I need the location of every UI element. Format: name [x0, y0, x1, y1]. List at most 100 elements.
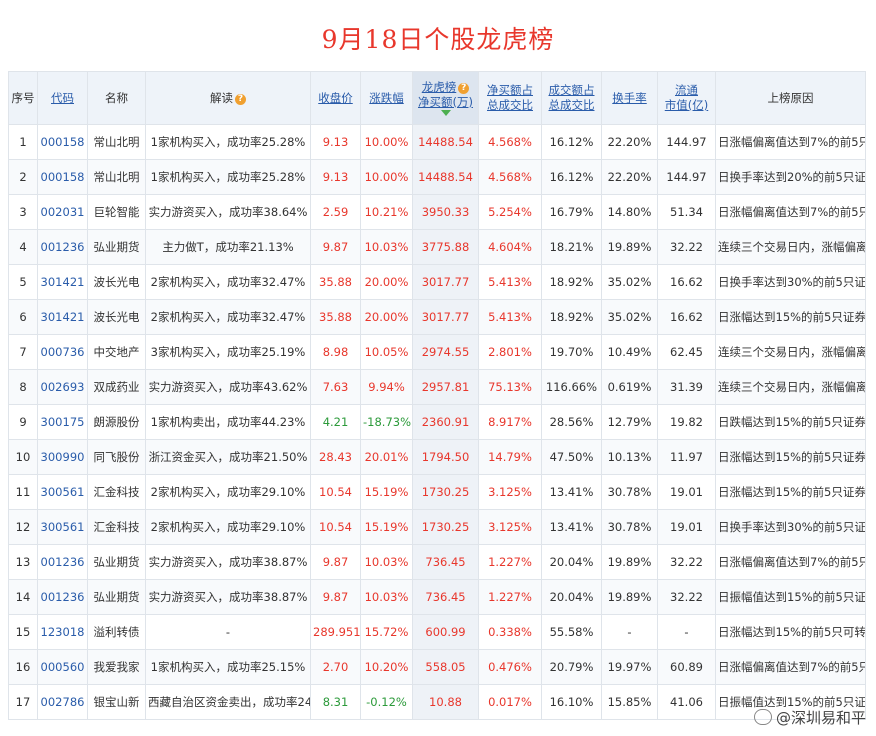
table-row[interactable]: 10 300990 同飞股份 浙江资金买入，成功率21.50% 28.43 20.01% 1… [8, 439, 866, 475]
cell-close: 4.21 [310, 404, 361, 440]
cell-turnover: 35.02% [601, 264, 658, 300]
cell-turnover: 22.20% [601, 124, 658, 160]
cell-change: 15.19% [360, 509, 413, 545]
table-row[interactable]: 15 123018 溢利转债 -289.951 15.72% 600.99 0.338% 55… [8, 614, 866, 650]
cell-close: 9.87 [310, 579, 361, 615]
cell-code[interactable]: 001236 [37, 229, 88, 265]
cell-code[interactable]: 300561 [37, 474, 88, 510]
table-row[interactable]: 8 002693 双成药业 实力游资买入，成功率43.62% 7.63 9.94% 2957… [8, 369, 866, 405]
table-row[interactable]: 16 000560 我爱我家 1家机构买入，成功率25.15% 2.70 10.20% 55… [8, 649, 866, 685]
cell-mcap: 32.22 [657, 544, 716, 580]
table-row[interactable]: 13 001236 弘业期货 实力游资买入，成功率38.87% 9.87 10.03% 73… [8, 544, 866, 580]
cell-name[interactable]: 常山北明 [87, 124, 146, 160]
table-row[interactable]: 7 000736 中交地产 3家机构买入，成功率25.19% 8.98 10.05% 297… [8, 334, 866, 370]
cell-name[interactable]: 巨轮智能 [87, 194, 146, 230]
page-title: 9月18日个股龙虎榜 [321, 25, 555, 54]
cell-code[interactable]: 001236 [37, 544, 88, 580]
header-mcap[interactable]: 流通 市值(亿) [657, 71, 716, 125]
table-row[interactable]: 6 301421 波长光电 2家机构买入，成功率32.47% 35.88 20.00% 30… [8, 299, 866, 335]
header-seq: 序号 [8, 71, 38, 125]
table-row[interactable]: 12 300561 汇金科技 2家机构买入，成功率29.10% 10.54 15.19% 1… [8, 509, 866, 545]
table-row[interactable]: 1 000158 常山北明 1家机构买入，成功率25.28% 9.13 10.00% 144… [8, 124, 866, 160]
cell-seq: 1 [8, 124, 38, 160]
cell-code[interactable]: 300990 [37, 439, 88, 475]
cell-deal-ratio: 28.56% [541, 404, 602, 440]
cell-code[interactable]: 001236 [37, 579, 88, 615]
cell-deal-ratio: 19.70% [541, 334, 602, 370]
table-row[interactable]: 9 300175 朗源股份 1家机构卖出，成功率44.23% 4.21 -18.73% 23… [8, 404, 866, 440]
cell-name[interactable]: 弘业期货 [87, 579, 146, 615]
cell-code[interactable]: 000158 [37, 159, 88, 195]
cell-name[interactable]: 双成药业 [87, 369, 146, 405]
cell-deal-ratio: 13.41% [541, 509, 602, 545]
cell-name[interactable]: 波长光电 [87, 299, 146, 335]
cell-code[interactable]: 002693 [37, 369, 88, 405]
cell-name[interactable]: 汇金科技 [87, 474, 146, 510]
cell-mcap: 62.45 [657, 334, 716, 370]
cell-seq: 17 [8, 684, 38, 720]
cell-name[interactable]: 弘业期货 [87, 544, 146, 580]
cell-net-buy: 2974.55 [412, 334, 479, 370]
table-row[interactable]: 4 001236 弘业期货 主力做T，成功率21.13% 9.87 10.03% 3775.… [8, 229, 866, 265]
cell-name[interactable]: 汇金科技 [87, 509, 146, 545]
cell-name[interactable]: 波长光电 [87, 264, 146, 300]
cell-code[interactable]: 000736 [37, 334, 88, 370]
cell-deal-ratio: 20.04% [541, 579, 602, 615]
table-row[interactable]: 5 301421 波长光电 2家机构买入，成功率32.47% 35.88 20.00% 30… [8, 264, 866, 300]
cell-code[interactable]: 301421 [37, 299, 88, 335]
cell-interpret: 2家机构买入，成功率32.47% [145, 264, 311, 300]
cell-net-buy: 736.45 [412, 579, 479, 615]
cell-code[interactable]: 123018 [37, 614, 88, 650]
cell-net-ratio: 0.476% [478, 649, 542, 685]
cell-turnover: 12.79% [601, 404, 658, 440]
help-icon[interactable]: ? [458, 83, 470, 94]
cell-name[interactable]: 同飞股份 [87, 439, 146, 475]
cell-name[interactable]: 银宝山新 [87, 684, 146, 720]
header-close[interactable]: 收盘价 [310, 71, 361, 125]
cell-net-buy: 3017.77 [412, 264, 479, 300]
cell-deal-ratio: 16.79% [541, 194, 602, 230]
table-row[interactable]: 3 002031 巨轮智能 实力游资买入，成功率38.64% 2.59 10.21% 395… [8, 194, 866, 230]
help-icon[interactable]: ? [235, 93, 246, 105]
cell-change: 10.03% [360, 229, 413, 265]
weibo-watermark: @深圳易和平 [753, 707, 866, 728]
cell-name[interactable]: 我爱我家 [87, 649, 146, 685]
cell-interpret: 1家机构买入，成功率25.28% [145, 159, 311, 195]
cell-code[interactable]: 301421 [37, 264, 88, 300]
cell-name[interactable]: 常山北明 [87, 159, 146, 195]
cell-code[interactable]: 300561 [37, 509, 88, 545]
cell-code[interactable]: 002031 [37, 194, 88, 230]
header-net-ratio[interactable]: 净买额占 总成交比 [478, 71, 542, 125]
cell-change: 10.03% [360, 544, 413, 580]
cell-name[interactable]: 弘业期货 [87, 229, 146, 265]
cell-net-ratio: 3.125% [478, 474, 542, 510]
cell-code[interactable]: 000158 [37, 124, 88, 160]
table-row[interactable]: 17002786银宝山新西藏自治区资金卖出，成功率24.03%8.31-0.12… [8, 684, 866, 720]
table-row[interactable]: 11 300561 汇金科技 2家机构买入，成功率29.10% 10.54 15.19% 1… [8, 474, 866, 510]
cell-net-buy: 14488.54 [412, 159, 479, 195]
table-row[interactable]: 2 000158 常山北明 1家机构买入，成功率25.28% 9.13 10.00% 144… [8, 159, 866, 195]
header-net-buy[interactable]: 龙虎榜? 净买额(万) [412, 71, 479, 125]
cell-reason: 日涨幅达到15%的前5只证券 [715, 474, 866, 510]
cell-turnover: 19.89% [601, 544, 658, 580]
header-turnover[interactable]: 换手率 [601, 71, 658, 125]
cell-name[interactable]: 中交地产 [87, 334, 146, 370]
cell-net-ratio: 8.917% [478, 404, 542, 440]
header-change[interactable]: 涨跌幅 [360, 71, 413, 125]
cell-code[interactable]: 300175 [37, 404, 88, 440]
cell-interpret: 1家机构买入，成功率25.15% [145, 649, 311, 685]
cell-mcap: 19.82 [657, 404, 716, 440]
cell-code[interactable]: 002786 [37, 684, 88, 720]
cell-turnover: 10.13% [601, 439, 658, 475]
cell-reason: 日涨幅偏离值达到7%的前5只证券 [715, 124, 866, 160]
cell-code[interactable]: 000560 [37, 649, 88, 685]
table-row[interactable]: 14 001236 弘业期货 实力游资买入，成功率38.87% 9.87 10.03% 73… [8, 579, 866, 615]
cell-turnover: 10.49% [601, 334, 658, 370]
cell-name[interactable]: 溢利转债 [87, 614, 146, 650]
header-code[interactable]: 代码 [37, 71, 88, 125]
cell-net-ratio: 0.017% [478, 684, 542, 720]
header-deal-ratio[interactable]: 成交额占 总成交比 [541, 71, 602, 125]
cell-net-buy: 3950.33 [412, 194, 479, 230]
cell-name[interactable]: 朗源股份 [87, 404, 146, 440]
cell-net-ratio: 0.338% [478, 614, 542, 650]
